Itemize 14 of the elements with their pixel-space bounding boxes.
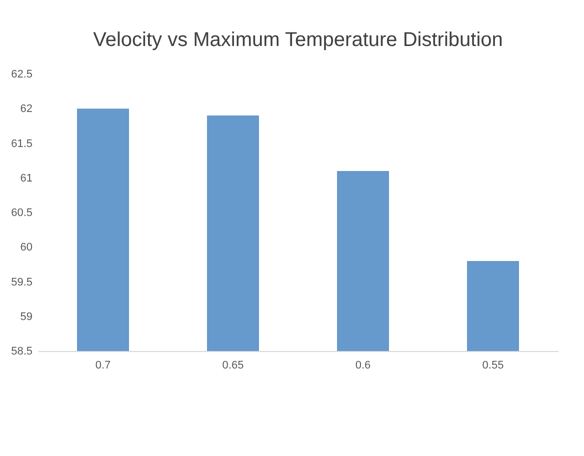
y-tick-label: 62 [20,103,32,116]
y-tick-label: 62.5 [11,68,32,80]
x-tick-label: 0.7 [95,360,111,372]
y-tick-label: 59.5 [11,276,32,288]
x-tick-label: 0.65 [222,360,244,372]
x-tick-label: 0.55 [482,360,504,372]
y-tick-label: 60 [20,242,32,254]
y-tick-label: 61.5 [11,138,32,150]
y-tick-label: 58.5 [11,346,32,358]
x-tick-label: 0.6 [355,360,371,372]
y-tick-label: 60.5 [11,207,32,219]
chart-title: Velocity vs Maximum Temperature Distribution [93,29,503,51]
y-tick-label: 59 [20,310,32,323]
y-tick-label: 61 [20,172,32,184]
